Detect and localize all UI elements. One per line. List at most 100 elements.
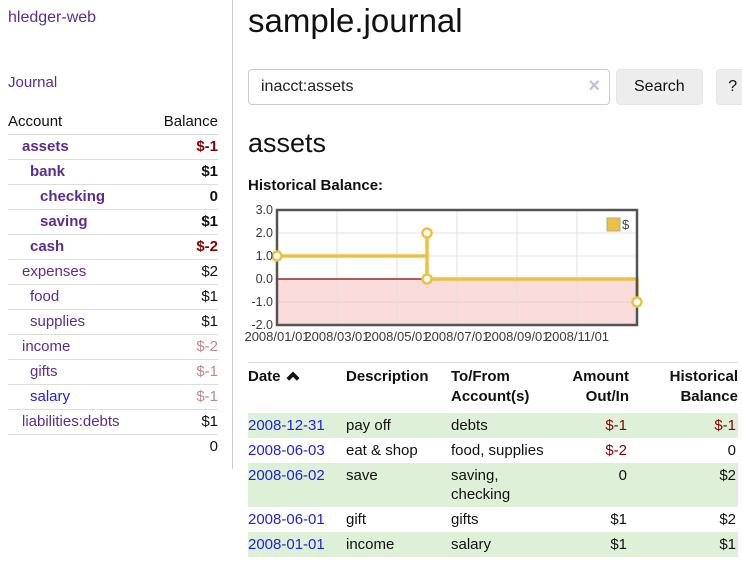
account-link-liabilities-debts[interactable]: liabilities:debts (22, 413, 120, 430)
accounts-header-balance: Balance (149, 110, 218, 135)
account-balance: $-2 (149, 334, 218, 360)
data-point (271, 250, 283, 262)
search-form: × Search ? (248, 69, 742, 105)
account-link-salary[interactable]: salary (30, 388, 71, 405)
account-link-bank[interactable]: bank (30, 163, 66, 180)
account-row: expenses $2 (8, 259, 218, 285)
y-tick: 1.0 (256, 249, 273, 263)
register-row: 2008-12-31 pay off debts $-1 $-1 (248, 413, 738, 438)
register-row: 2008-06-01 gift gifts $1 $2 (248, 507, 738, 532)
account-row: income $-2 (8, 334, 218, 360)
page-title: sample.journal (248, 2, 463, 39)
search-button[interactable]: Search (616, 69, 703, 105)
transaction-amount: $1 (610, 536, 627, 553)
brand-link[interactable]: hledger-web (8, 9, 97, 26)
transaction-balance: $2 (719, 467, 736, 484)
plot-border (275, 208, 639, 327)
sort-ascending-icon (286, 371, 300, 381)
account-row: cash $-2 (8, 234, 218, 260)
clear-search-icon[interactable]: × (588, 75, 600, 97)
app-layout: hledger-web Journal Account Balance asse… (0, 0, 742, 557)
y-tick: -2.0 (251, 318, 273, 332)
transaction-balance: $1 (719, 536, 736, 553)
transaction-date-link[interactable]: 2008-12-31 (248, 417, 325, 434)
account-balance: $-1 (149, 359, 218, 385)
help-button[interactable]: ? (715, 69, 742, 105)
register-header-date[interactable]: Date (248, 363, 346, 414)
account-link-income[interactable]: income (22, 338, 71, 355)
transaction-amount: $-2 (605, 442, 627, 459)
account-balance: $-1 (149, 134, 218, 160)
account-link-food[interactable]: food (30, 288, 60, 305)
account-link-supplies[interactable]: supplies (30, 313, 86, 330)
transaction-account: gifts (451, 511, 479, 528)
register-header-row: Date Description To/From Account(s) Amou… (248, 363, 738, 414)
account-row: saving $1 (8, 209, 218, 235)
account-row: gifts $-1 (8, 359, 218, 385)
account-row: assets $-1 (8, 134, 218, 160)
transaction-account: food, supplies (451, 442, 544, 459)
transaction-balance: $-1 (714, 417, 736, 434)
account-row: food $1 (8, 284, 218, 310)
account-balance: $2 (149, 259, 218, 285)
account-row: salary $-1 (8, 384, 218, 410)
data-point (631, 296, 643, 308)
account-balance: $-2 (149, 234, 218, 260)
account-link-saving[interactable]: saving (40, 213, 88, 230)
historical-balance-chart: $ 3.0 2.0 1.0 0.0 -1.0 -2.0 2008/01/01 2… (244, 202, 658, 347)
register-row: 2008-06-03 eat & shop food, supplies $-2… (248, 438, 738, 463)
y-tick: 2.0 (256, 226, 273, 240)
accounts-total-row: 0 (8, 434, 218, 459)
account-row: bank $1 (8, 159, 218, 185)
main-content: sample.journal × Search ? assets Histori… (233, 0, 742, 557)
chart-heading: Historical Balance: (248, 177, 384, 194)
transaction-amount: $-1 (605, 417, 627, 434)
date-header-label: Date (248, 368, 281, 385)
x-tick: 2008/05/01 (364, 329, 429, 344)
data-point (421, 227, 433, 239)
register-header-account: To/From Account(s) (451, 368, 530, 405)
transaction-description: save (346, 467, 378, 484)
account-link-cash[interactable]: cash (30, 238, 65, 255)
transaction-description: eat & shop (346, 442, 418, 459)
search-input[interactable] (248, 69, 610, 105)
transaction-description: income (346, 536, 395, 553)
accounts-header-row: Account Balance (8, 110, 218, 135)
accounts-header-account: Account (8, 110, 150, 135)
account-balance: 0 (149, 184, 218, 210)
transaction-date-link[interactable]: 2008-06-01 (248, 511, 325, 528)
x-tick: 2008/11/01 (545, 329, 609, 344)
transaction-date-link[interactable]: 2008-01-01 (248, 536, 325, 553)
transaction-description: pay off (346, 417, 391, 434)
data-point (421, 273, 433, 285)
accounts-total: 0 (149, 434, 218, 459)
account-link-assets[interactable]: assets (22, 138, 69, 155)
account-heading: assets (248, 128, 327, 158)
sidebar-item-journal[interactable]: Journal (8, 74, 58, 91)
register-row: 2008-06-02 save saving, checking 0 $2 (248, 463, 738, 507)
transaction-balance: $2 (719, 511, 736, 528)
sidebar: hledger-web Journal Account Balance asse… (0, 0, 233, 469)
account-balance: $1 (149, 309, 218, 335)
account-link-gifts[interactable]: gifts (30, 363, 58, 380)
y-tick: 0.0 (256, 272, 273, 286)
legend-label: $ (622, 217, 630, 232)
x-tick: 2008/01/01 (244, 329, 309, 344)
legend-swatch-icon (606, 217, 621, 232)
account-balance: $1 (149, 159, 218, 185)
account-row: liabilities:debts $1 (8, 409, 218, 435)
transaction-date-link[interactable]: 2008-06-02 (248, 467, 325, 484)
account-link-checking[interactable]: checking (40, 188, 106, 205)
register-header-balance: Historical Balance (669, 368, 738, 405)
y-tick: 3.0 (256, 203, 273, 217)
transaction-account: salary (451, 536, 492, 553)
register-table: Date Description To/From Account(s) Amou… (248, 362, 738, 557)
account-balance: $-1 (149, 384, 218, 410)
transaction-date-link[interactable]: 2008-06-03 (248, 442, 325, 459)
account-row: supplies $1 (8, 309, 218, 335)
transaction-amount: 0 (618, 467, 627, 484)
account-balance: $1 (149, 284, 218, 310)
x-tick: 2008/03/01 (304, 329, 369, 344)
transaction-account: debts (451, 417, 488, 434)
account-link-expenses[interactable]: expenses (22, 263, 87, 280)
